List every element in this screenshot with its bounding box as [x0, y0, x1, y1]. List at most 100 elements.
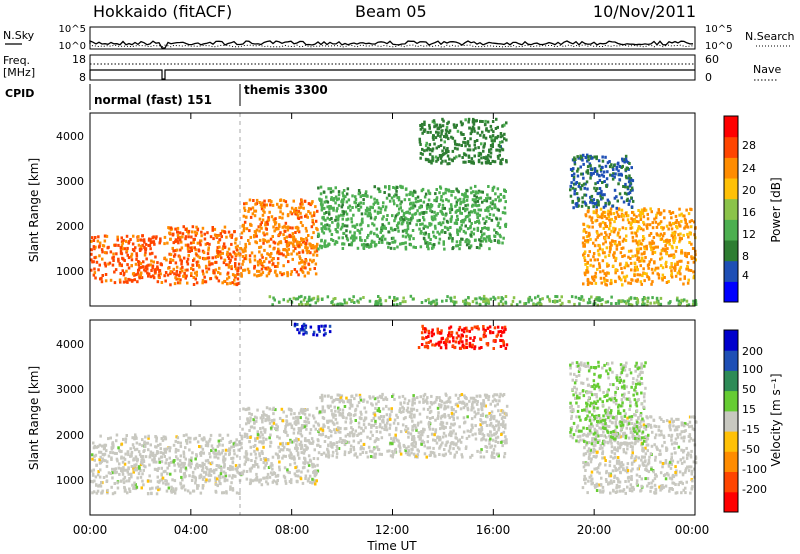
power-cbar-tick-24: 24 — [742, 162, 756, 175]
velocity-echo-region-2 — [316, 392, 509, 459]
freq-tick-bottom: 8 — [79, 71, 86, 84]
powerBar-swatch-7 — [724, 136, 738, 158]
nsearch-trace — [89, 44, 694, 48]
power-echo-region-1 — [163, 225, 244, 287]
nsearch-label: N.Search — [745, 30, 795, 43]
velBar-swatch-6 — [724, 370, 738, 392]
velBar-swatch-7 — [724, 350, 738, 371]
velocity-echo-region-3 — [417, 324, 509, 351]
power-echo-region-3 — [316, 184, 508, 251]
velocity-heatmap — [90, 322, 698, 496]
freq-label-line2: [MHz] — [3, 66, 35, 79]
velocity-colorbar-ticks: 200 100 50 15 -15 -50 -100 -200 — [742, 345, 767, 496]
velocity-ytick-1000: 1000 — [56, 474, 84, 487]
velocity-ytick-2000: 2000 — [56, 429, 84, 442]
power-colorbar — [724, 116, 738, 303]
noise-panel-frame — [89, 26, 696, 50]
velocity-cbar-tick-m100: -100 — [742, 463, 767, 476]
freq-trace — [89, 69, 695, 80]
velBar-swatch-3 — [724, 431, 738, 452]
noise-tick-left-bottom: 10^0 — [59, 41, 86, 52]
powerBar-swatch-5 — [724, 178, 738, 200]
nsky-label: N.Sky — [3, 29, 35, 42]
power-colorbar-ticks: 4 8 12 16 20 24 28 — [742, 139, 756, 282]
power-echo-region-4 — [418, 117, 508, 166]
xtick-0000: 00:00 — [73, 523, 108, 537]
freq-tick-top: 18 — [72, 53, 86, 66]
power-echo-region-5 — [581, 207, 697, 287]
velocity-cbar-tick-200: 200 — [742, 345, 763, 358]
power-echo-region-6 — [569, 153, 635, 210]
velocity-echo-region-4 — [293, 322, 332, 337]
power-echo-region-7 — [268, 294, 698, 307]
velocity-cbar-tick-m200: -200 — [742, 483, 767, 496]
power-ytick-2000: 2000 — [56, 220, 84, 233]
velBar-swatch-2 — [724, 451, 738, 472]
power-cbar-tick-20: 20 — [742, 184, 756, 197]
xaxis-tick-marks — [89, 113, 696, 515]
powerBar-swatch-4 — [724, 198, 738, 220]
velocity-echo-region-1 — [241, 406, 320, 487]
xtick-1600: 16:00 — [476, 523, 511, 537]
velocity-colorbar-label: Velocity [m s⁻¹] — [769, 373, 783, 466]
nsky-trace — [89, 40, 694, 49]
powerBar-swatch-6 — [724, 157, 738, 179]
noise-tick-right-bottom: 10^0 — [705, 41, 732, 52]
power-cbar-tick-8: 8 — [742, 250, 749, 263]
velocity-echo-region-0 — [90, 433, 244, 496]
noise-tick-right-top: 10^5 — [705, 24, 732, 35]
xaxis-label: Time UT — [366, 539, 417, 553]
power-echo-region-0 — [90, 234, 164, 285]
velocity-cbar-tick-m15: -15 — [742, 423, 760, 436]
cpid-segment-1: themis 3300 — [244, 83, 328, 97]
power-colorbar-frame — [723, 115, 739, 303]
xtick-0800: 08:00 — [275, 523, 310, 537]
power-colorbar-label: Power [dB] — [769, 177, 783, 242]
power-cbar-tick-4: 4 — [742, 269, 749, 282]
velBar-swatch-1 — [724, 471, 738, 493]
powerBar-swatch-3 — [724, 219, 738, 241]
powerBar-swatch-1 — [724, 260, 738, 282]
xtick-2000: 20:00 — [577, 523, 612, 537]
power-ytick-4000: 4000 — [56, 130, 84, 143]
time-xaxis: 00:00 04:00 08:00 12:00 16:00 20:00 00:0… — [73, 523, 710, 537]
freq-panel-frame — [89, 54, 696, 81]
velBar-swatch-5 — [724, 390, 738, 412]
velocity-cbar-tick-m50: -50 — [742, 443, 760, 456]
power-echo-region-2 — [241, 198, 319, 278]
velocity-echo-region-5 — [581, 415, 698, 495]
site-title: Hokkaido (fitACF) — [93, 2, 232, 21]
velocity-cbar-tick-15: 15 — [742, 403, 756, 416]
xtick-1200: 12:00 — [375, 523, 410, 537]
cpid-label: CPID — [5, 87, 34, 100]
velocity-cbar-tick-100: 100 — [742, 363, 763, 376]
velocity-ytick-3000: 3000 — [56, 383, 84, 396]
velBar-swatch-8 — [724, 330, 738, 351]
velocity-ylabel: Slant Range [km] — [27, 366, 41, 470]
velocity-panel-frame — [89, 319, 696, 516]
nave-tick-bottom: 0 — [705, 71, 712, 84]
velocity-colorbar-frame — [723, 329, 739, 513]
date-title: 10/Nov/2011 — [593, 2, 696, 21]
powerBar-swatch-2 — [724, 240, 738, 262]
velocity-ytick-4000: 4000 — [56, 338, 84, 351]
power-ylabel: Slant Range [km] — [27, 158, 41, 262]
power-cbar-tick-12: 12 — [742, 228, 756, 241]
powerBar-swatch-8 — [724, 116, 738, 138]
power-ytick-3000: 3000 — [56, 175, 84, 188]
velocity-yaxis: 1000 2000 3000 4000 — [56, 338, 84, 487]
cpid-segment-0: normal (fast) 151 — [94, 93, 212, 107]
velBar-swatch-0 — [724, 491, 738, 513]
power-yaxis: 1000 2000 3000 4000 — [56, 130, 84, 278]
velocity-colorbar — [724, 330, 738, 513]
noise-tick-left-top: 10^5 — [59, 24, 86, 35]
power-cbar-tick-28: 28 — [742, 139, 756, 152]
velBar-swatch-4 — [724, 410, 738, 432]
xtick-0400: 04:00 — [174, 523, 209, 537]
power-cbar-tick-16: 16 — [742, 206, 756, 219]
beam-title: Beam 05 — [355, 2, 427, 21]
freq-label-line1: Freq. — [3, 54, 30, 67]
power-ytick-1000: 1000 — [56, 265, 84, 278]
xtick-2400: 00:00 — [675, 523, 710, 537]
